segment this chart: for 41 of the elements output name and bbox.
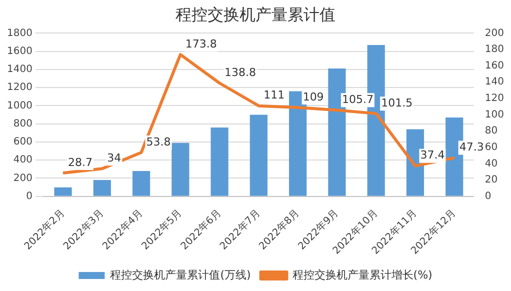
y2-tick-label: 60 [484, 142, 498, 154]
bar [250, 114, 268, 196]
data-label: 28.7 [68, 156, 93, 169]
y-tick-label: 200 [13, 172, 32, 184]
y-tick-label: 1800 [6, 28, 32, 39]
data-label: 105.7 [342, 93, 374, 106]
data-label: 47.3 [459, 140, 484, 154]
y2-tick-label: 0 [484, 190, 492, 202]
bar [210, 127, 228, 196]
bar [54, 187, 72, 196]
data-label: 173.8 [185, 37, 217, 50]
y2-tick-label: 20 [484, 174, 498, 186]
chart-title: 程控交换机产量累计值 [176, 4, 336, 24]
legend-label: 程控交换机产量累计增长(%) [292, 268, 432, 282]
y-tick-label: 1400 [6, 64, 32, 76]
data-label: 34 [107, 152, 122, 164]
y-tick-label: 600 [13, 136, 32, 148]
y-tick-label: 400 [13, 154, 32, 166]
data-label: 138.8 [224, 66, 256, 79]
bar [172, 142, 190, 196]
data-label: 109 [302, 90, 324, 104]
y-tick-label: 1600 [6, 46, 32, 57]
data-label: 101.5 [381, 96, 413, 110]
y2-tick-label: 100 [484, 109, 504, 120]
y-tick-label: 0 [26, 190, 32, 202]
y2-tick-label: 120 [484, 93, 504, 104]
y2-tick-label: 140 [484, 76, 504, 88]
y2-tick-label: 40 [484, 158, 498, 170]
y-tick-label: 800 [13, 118, 32, 130]
data-label: 37.4 [420, 148, 445, 162]
data-label: 53.8 [146, 135, 171, 148]
legend-label: 程控交换机产量累计值(万线) [110, 268, 251, 282]
y2-tick-label: 200 [484, 28, 504, 39]
y-tick-label: 1200 [6, 82, 32, 94]
y2-tick-label: 180 [484, 44, 504, 56]
data-label: 111 [264, 88, 285, 102]
y-tick-label: 1000 [6, 100, 32, 112]
bar [93, 180, 111, 196]
y2-tick-label: 160 [484, 60, 504, 72]
y2-tick-label: 80 [484, 126, 498, 137]
bar [132, 170, 150, 196]
